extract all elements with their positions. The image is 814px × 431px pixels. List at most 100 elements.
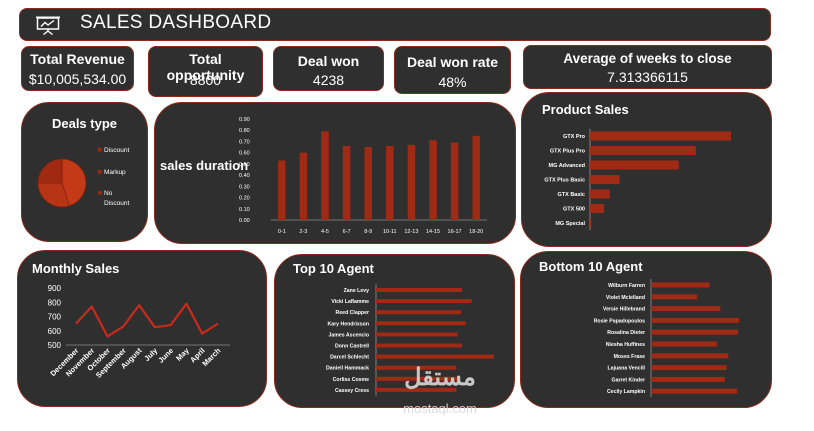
product-sales-card: Product Sales GTX Pro GTX Plus Pro MG Adva… — [521, 92, 772, 247]
product-sales-chart: GTX Pro GTX Plus Pro MG Advanced GTX Plus B… — [544, 128, 731, 231]
x-tick-label: 18-20 — [469, 229, 483, 235]
x-tick-label: 0-1 — [278, 229, 286, 235]
kpi-value: 48% — [438, 74, 467, 90]
bar — [376, 387, 457, 392]
monthly-sales-card: Monthly Sales 500 600 700 800 900 December Nov… — [17, 250, 267, 407]
category-label: Reed Clapper — [336, 310, 369, 316]
legend-label: No — [104, 190, 113, 197]
header-bar: SALES DASHBOARD — [19, 8, 771, 41]
chart-title: sales duration — [160, 158, 249, 173]
bar — [651, 329, 739, 335]
legend-swatch — [98, 148, 102, 152]
bar — [342, 145, 351, 220]
y-tick-label: 500 — [48, 341, 62, 350]
bar — [651, 306, 721, 312]
sales-duration-chart: 0.00 0.10 0.20 0.30 0.40 0.50 0.60 0.70 0.80 0.90… — [239, 117, 487, 235]
category-label: GTX 500 — [563, 207, 585, 213]
category-label: Violet Mclelland — [606, 295, 645, 301]
bar — [651, 282, 710, 288]
chart-title: Monthly Sales — [32, 261, 120, 276]
watermark-arabic: مستقل — [404, 364, 476, 391]
legend-swatch — [98, 170, 102, 174]
chart-title: Product Sales — [542, 102, 629, 117]
category-label: Daniell Hammack — [326, 366, 369, 372]
y-tick-label: 0.40 — [239, 173, 250, 179]
dashboard-title: SALES DASHBOARD — [80, 12, 272, 33]
category-label: Lajuana Vencill — [608, 366, 646, 372]
chart-title: Top 10 Agent — [293, 261, 374, 276]
bottom-10-agent-chart: Wilburn Farren Violet Mclelland Versie Hil… — [594, 279, 739, 398]
kpi-label: Total Revenue — [30, 51, 125, 67]
category-label: Donn Cantrell — [335, 344, 370, 350]
bar — [472, 135, 480, 220]
bar — [376, 365, 457, 370]
kpi-label: Deal won — [297, 53, 360, 69]
bar — [450, 142, 459, 220]
kpi-deal-won-rate: Deal won rate 48% — [394, 46, 511, 94]
kpi-value: 4238 — [312, 72, 345, 88]
series-line — [75, 302, 219, 338]
watermark: مستقل mostaql.com — [395, 363, 485, 429]
category-label: Moses Frase — [614, 354, 646, 360]
y-tick-label: 0.00 — [239, 218, 250, 224]
x-tick-label: 2-3 — [299, 229, 307, 235]
legend-label: Discount — [104, 200, 129, 207]
y-tick-label: 0.90 — [239, 117, 250, 123]
legend-swatch — [98, 191, 102, 195]
y-tick-label: 0.50 — [239, 162, 250, 168]
category-label: Zane Levy — [344, 288, 369, 294]
category-label: Vicki Laflamme — [331, 299, 369, 305]
y-tick-label: 700 — [48, 313, 62, 322]
kpi-label: Deal won rate — [406, 54, 499, 70]
bar — [376, 376, 460, 381]
bar — [376, 310, 461, 315]
bar — [590, 189, 610, 199]
bar — [376, 321, 466, 326]
bar — [590, 146, 696, 155]
x-tick-label: June — [156, 346, 175, 365]
kpi-value: 7.313366115 — [607, 69, 688, 85]
bar — [651, 341, 717, 347]
y-tick-label: 600 — [48, 327, 62, 336]
bar — [590, 160, 679, 170]
bar — [376, 299, 472, 304]
y-tick-label: 900 — [48, 284, 62, 293]
bar — [278, 160, 286, 220]
bar — [590, 204, 605, 213]
kpi-total-opportunity: Total opportunity 8800 — [148, 46, 263, 97]
bar — [376, 354, 494, 359]
category-label: Wilburn Farren — [608, 283, 645, 289]
category-label: Kary Hendrixson — [327, 321, 369, 327]
x-tick-label: 6-7 — [343, 229, 351, 235]
category-label: Rosie Papadopoulos — [594, 318, 645, 324]
x-tick-label: 4-5 — [321, 229, 329, 235]
bar — [321, 131, 329, 220]
kpi-deal-won: Deal won 4238 — [273, 46, 384, 91]
x-tick-label: 12-13 — [404, 229, 418, 235]
kpi-label: Total opportunity — [166, 51, 245, 83]
pie-slice — [37, 182, 70, 208]
kpi-total-revenue: Total Revenue $10,005,534.00 — [21, 46, 134, 91]
category-label: Niesha Huffines — [606, 342, 645, 348]
bar — [651, 376, 725, 382]
bar — [364, 147, 372, 220]
category-label: MG Special — [555, 221, 585, 227]
category-label: MG Advanced — [549, 163, 585, 169]
bar — [386, 145, 394, 220]
y-tick-label: 0.30 — [239, 184, 250, 190]
sales-duration-card: sales duration 0.00 0.10 0.20 0.30 0.40 0.50 0… — [154, 102, 516, 244]
legend-label: Discount — [104, 147, 129, 154]
kpi-value: $10,005,534.00 — [28, 71, 127, 87]
top-10-agent-card: Top 10 Agent Zane Levy Vicki Laflamme Reed… — [274, 254, 515, 408]
bar — [299, 152, 308, 220]
y-tick-label: 800 — [48, 298, 62, 307]
top-10-agent-chart: Zane Levy Vicki Laflamme Reed Clapper Kary … — [326, 284, 494, 396]
watermark-latin: mostaql.com — [403, 401, 477, 416]
category-label: Darcel Schlecht — [330, 355, 369, 361]
bar — [429, 140, 437, 220]
y-tick-label: 0.80 — [239, 128, 250, 134]
bar — [651, 317, 739, 323]
bar — [376, 332, 458, 337]
kpi-value: 8800 — [189, 72, 222, 88]
x-tick-label: 8-9 — [364, 229, 372, 235]
